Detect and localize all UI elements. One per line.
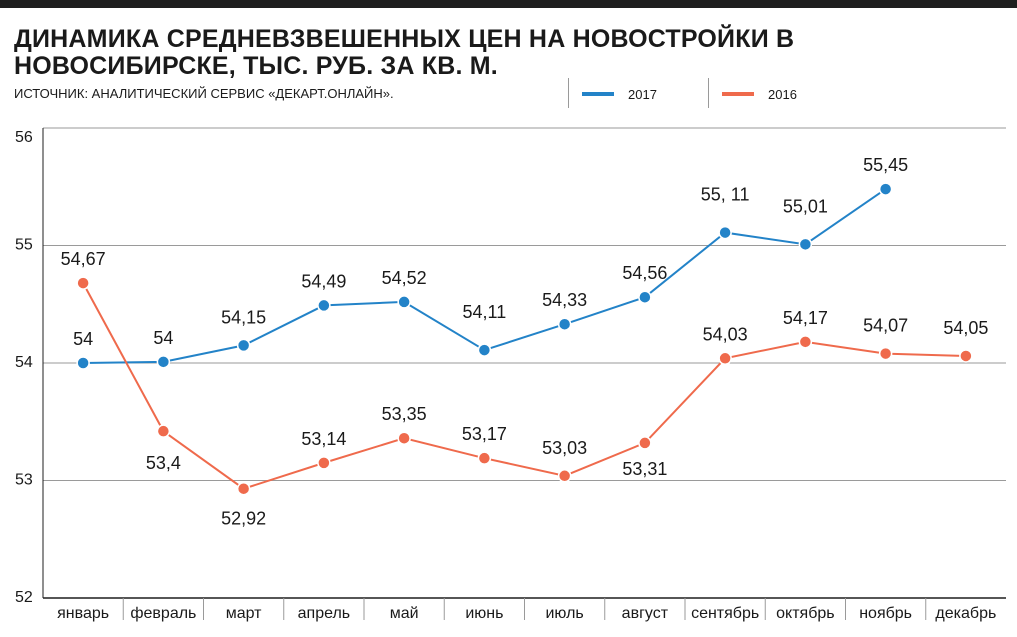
data-label-2016: 54,17: [783, 308, 828, 328]
data-label-2017: 55,01: [783, 196, 828, 216]
series-line-2016: [82, 282, 966, 490]
data-point-2016: [477, 451, 492, 465]
data-point-2016: [397, 431, 411, 445]
data-label-2017: 54: [153, 328, 173, 348]
data-label-2017: 54,52: [382, 268, 427, 288]
data-point-2016: [959, 349, 973, 363]
x-tick-label: ноябрь: [859, 605, 912, 622]
x-tick-label: апрель: [298, 605, 351, 622]
data-point-2016: [557, 469, 572, 483]
data-label-2017: 55,45: [863, 155, 908, 175]
data-label-2016: 53,03: [542, 438, 587, 458]
legend-separator: [568, 78, 569, 108]
x-tick-label: февраль: [130, 605, 196, 622]
legend-separator: [708, 78, 709, 108]
x-tick-label: сентябрь: [691, 605, 759, 622]
data-point-2017: [76, 356, 90, 370]
legend-item-2016: 2016: [722, 83, 842, 107]
chart-title: ДИНАМИКА СРЕДНЕВЗВЕШЕННЫХ ЦЕН НА НОВОСТР…: [14, 25, 795, 80]
data-point-2017: [878, 182, 893, 196]
legend-item-2017: 2017: [582, 83, 702, 107]
data-point-2017: [156, 355, 171, 369]
data-point-2017: [317, 298, 331, 313]
data-point-2016: [878, 346, 893, 361]
data-label-2017: 54,11: [463, 302, 507, 322]
data-label-2016: 54,03: [703, 324, 748, 344]
y-tick-label: 56: [15, 129, 33, 146]
source-note: ИСТОЧНИК: АНАЛИТИЧЕСКИЙ СЕРВИС «ДЕКАРТ.О…: [14, 86, 394, 101]
legend-swatch-2017: [582, 92, 614, 96]
data-label-2016: 53,31: [622, 459, 667, 479]
legend-label-2016: 2016: [768, 87, 797, 102]
data-point-2016: [76, 276, 90, 290]
x-tick-label: январь: [57, 605, 109, 622]
data-label-2017: 54: [73, 329, 93, 349]
data-point-2017: [557, 317, 572, 331]
data-point-2016: [156, 424, 171, 438]
x-tick-label: март: [226, 605, 262, 622]
data-label-2017: 55, 11: [701, 185, 750, 205]
data-point-2017: [397, 295, 411, 309]
data-label-2017: 54,56: [622, 263, 667, 283]
data-point-2017: [798, 237, 813, 252]
legend-swatch-2016: [722, 92, 754, 96]
data-point-2017: [638, 290, 652, 304]
x-tick-label: июнь: [465, 605, 503, 622]
data-label-2016: 54,67: [61, 249, 106, 269]
series-line-2017: [83, 188, 887, 364]
x-tick-label: июль: [545, 605, 583, 622]
y-tick-label: 54: [15, 354, 33, 371]
data-point-2016: [718, 351, 732, 366]
data-point-2017: [718, 225, 732, 240]
data-label-2016: 52,92: [221, 509, 266, 529]
data-label-2016: 54,05: [943, 318, 988, 338]
data-label-2016: 53,35: [382, 404, 427, 424]
data-point-2016: [317, 456, 331, 470]
data-label-2016: 54,07: [863, 316, 908, 336]
x-tick-label: октябрь: [776, 605, 834, 622]
legend-label-2017: 2017: [628, 87, 657, 102]
y-tick-label: 55: [15, 237, 33, 254]
data-label-2016: 53,4: [146, 453, 181, 473]
top-rule: [0, 0, 1017, 8]
x-tick-label: май: [390, 605, 419, 622]
data-label-2017: 54,33: [542, 290, 587, 310]
data-point-2016: [638, 436, 652, 450]
data-label-2016: 53,17: [462, 424, 507, 444]
data-label-2017: 54,49: [301, 271, 346, 291]
data-point-2016: [236, 481, 251, 496]
y-tick-label: 53: [15, 472, 33, 489]
data-label-2016: 53,14: [301, 429, 346, 449]
x-tick-label: декабрь: [935, 605, 996, 622]
y-tick-label: 52: [15, 589, 33, 606]
data-point-2017: [477, 343, 492, 357]
data-point-2016: [798, 335, 813, 349]
data-point-2017: [236, 338, 251, 353]
data-label-2017: 54,15: [221, 307, 266, 327]
x-tick-label: август: [622, 605, 669, 622]
